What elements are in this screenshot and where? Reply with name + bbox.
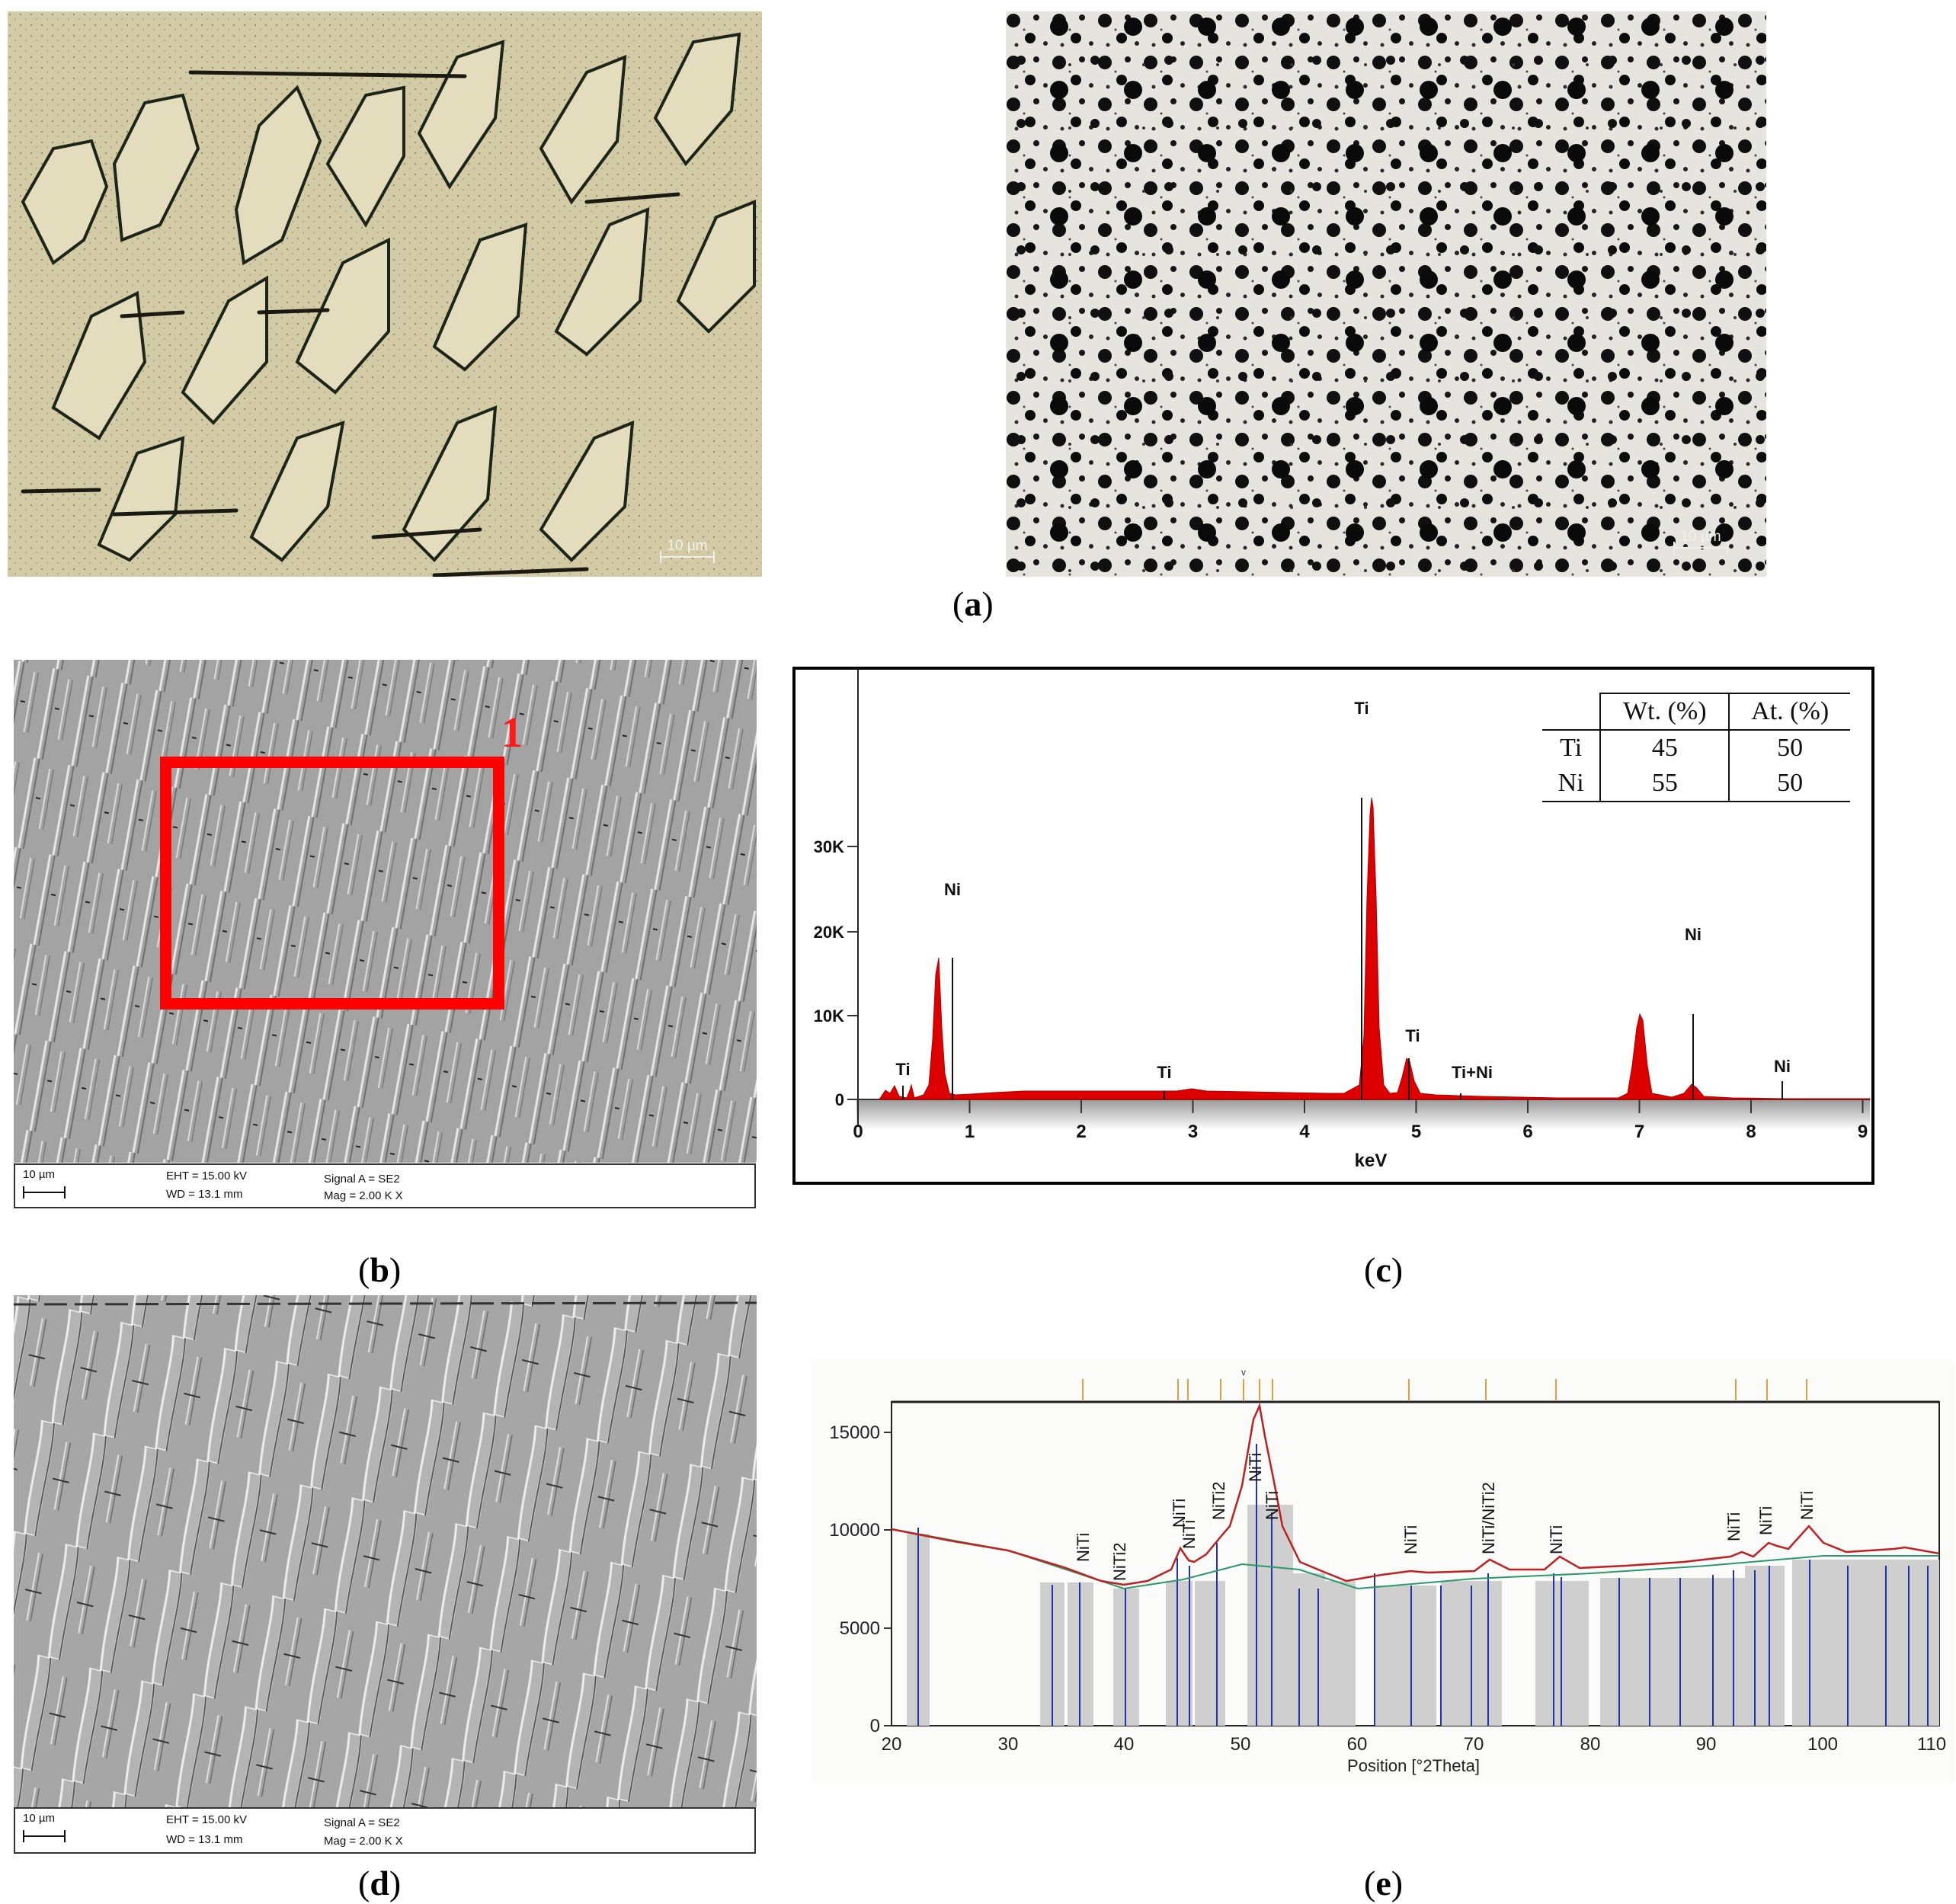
scale-bar-line (660, 551, 715, 563)
x-axis-label: keV (1355, 1150, 1388, 1171)
svg-text:6: 6 (1522, 1122, 1532, 1142)
svg-text:9: 9 (1858, 1122, 1868, 1142)
peak-label: NiTi (1401, 1525, 1420, 1554)
panel-label-e: (e) (1364, 1864, 1404, 1902)
scale-label: 10 µm (23, 1812, 55, 1825)
svg-text:1: 1 (965, 1122, 975, 1142)
svg-text:110: 110 (1917, 1734, 1946, 1755)
composition-table: Wt. (%) At. (%) Ti 45 50 Ni 55 50 (1542, 693, 1850, 802)
eht-value: EHT = 15.00 kV (166, 1813, 248, 1826)
svg-text:80: 80 (1580, 1734, 1601, 1755)
panel-letter: b (370, 1250, 389, 1289)
mag-value: Mag = 2.00 K X (324, 1835, 403, 1848)
signal-value: Signal A = SE2 (324, 1816, 400, 1829)
svg-text:8: 8 (1746, 1122, 1756, 1142)
scale-bar-a-right: 10 µm (1673, 529, 1728, 554)
x-axis-label: Position [°2Theta] (1347, 1756, 1480, 1775)
peak-label: NiTi (1547, 1525, 1566, 1554)
svg-text:40: 40 (1114, 1734, 1135, 1755)
scale-bar-icon (23, 1830, 66, 1842)
svg-text:70: 70 (1464, 1734, 1484, 1755)
svg-text:2: 2 (1076, 1122, 1086, 1142)
svg-text:90: 90 (1696, 1734, 1717, 1755)
signal-value: Signal A = SE2 (324, 1173, 400, 1186)
scale-bar-icon (23, 1186, 66, 1198)
peak-label: NiTi (1724, 1512, 1743, 1541)
panel-label-a: (a) (952, 584, 994, 623)
svg-text:60: 60 (1347, 1734, 1368, 1755)
scale-bar-line (1673, 542, 1728, 554)
peak-label: Ti+Ni (1452, 1063, 1493, 1082)
scale-bar-label: 10 µm (667, 538, 708, 554)
xrd-measured-curve (891, 1402, 1940, 1586)
sem-micrograph-d (14, 1295, 757, 1807)
svg-text:v: v (1241, 1367, 1246, 1378)
table-row: Ni 55 50 (1542, 766, 1850, 802)
svg-text:3: 3 (1188, 1122, 1198, 1142)
table-header-empty (1542, 693, 1600, 730)
peak-label: NiTi/NiTi2 (1479, 1482, 1498, 1554)
peak-label: NiTi (1246, 1453, 1265, 1482)
sem-info-bar-b: 10 µm EHT = 15.00 kV WD = 13.1 mm Signal… (14, 1163, 756, 1208)
svg-text:4: 4 (1299, 1122, 1310, 1142)
y-tick-30k: 30K (814, 837, 844, 856)
svg-text:5000: 5000 (840, 1618, 880, 1639)
table-header-wt: Wt. (%) (1599, 693, 1730, 730)
scale-bar-a-left: 10 µm (660, 538, 715, 563)
peak-label: Ti (1354, 699, 1369, 718)
peak-label: Ti (1157, 1063, 1171, 1082)
panel-letter: e (1375, 1864, 1391, 1902)
svg-text:5: 5 (1411, 1122, 1421, 1142)
peak-label: Ti (1405, 1026, 1420, 1045)
peak-label: Ti (895, 1060, 910, 1079)
eht-value: EHT = 15.00 kV (166, 1170, 248, 1182)
scale-bar-label: 10 µm (1680, 529, 1721, 545)
peak-label: NiTi (1798, 1491, 1817, 1520)
panel-letter: d (370, 1864, 389, 1902)
scale-label: 10 µm (23, 1168, 55, 1181)
xrd-pattern-chart: v (812, 1360, 1954, 1783)
sem-micrograph-b (14, 660, 757, 1163)
mag-value: Mag = 2.00 K X (324, 1189, 403, 1202)
panel-label-d: (d) (358, 1864, 402, 1902)
svg-text:7: 7 (1634, 1122, 1644, 1142)
table-header-at: At. (%) (1728, 693, 1850, 730)
peak-label: NiTi (1756, 1506, 1775, 1535)
panel-letter: c (1375, 1250, 1391, 1289)
svg-text:10000: 10000 (829, 1520, 880, 1541)
wd-value: WD = 13.1 mm (166, 1188, 243, 1201)
peak-label: Ni (944, 880, 961, 899)
peak-label: NiTi2 (1110, 1542, 1129, 1581)
svg-text:15000: 15000 (829, 1422, 880, 1443)
y-tick-0: 0 (835, 1090, 844, 1109)
eds-spectrum-chart: 0 10K 20K 30K 0 1 2 3 4 5 6 7 8 9 (792, 667, 1874, 1185)
y-tick-10k: 10K (814, 1006, 844, 1026)
panel-label-c: (c) (1364, 1250, 1404, 1289)
panel-letter: a (964, 584, 982, 623)
peak-label: NiTi (1263, 1491, 1282, 1520)
y-tick-20k: 20K (814, 923, 844, 942)
peak-label: Ni (1774, 1057, 1791, 1076)
optical-micrograph-left (8, 11, 762, 577)
wd-value: WD = 13.1 mm (166, 1833, 243, 1846)
svg-text:30: 30 (998, 1734, 1019, 1755)
table-row: Ti 45 50 (1542, 730, 1850, 766)
svg-text:50: 50 (1231, 1734, 1251, 1755)
eds-spectrum-area (879, 797, 1871, 1100)
roi-label: 1 (501, 709, 523, 757)
svg-text:0: 0 (870, 1716, 880, 1736)
panel-label-b: (b) (358, 1250, 402, 1289)
svg-text:0: 0 (853, 1122, 863, 1142)
peak-label: NiTi2 (1209, 1481, 1228, 1520)
roi-box-1 (160, 757, 504, 1010)
svg-text:20: 20 (882, 1734, 902, 1755)
peak-label: Ni (1685, 925, 1701, 944)
sem-info-bar-d: 10 µm EHT = 15.00 kV WD = 13.1 mm Signal… (14, 1807, 756, 1854)
peak-label: NiTi (1074, 1533, 1093, 1562)
peak-label: NiTi (1170, 1499, 1189, 1528)
optical-micrograph-right (1006, 11, 1766, 577)
peak-label: NiTi (1180, 1520, 1199, 1549)
svg-text:100: 100 (1807, 1734, 1838, 1755)
